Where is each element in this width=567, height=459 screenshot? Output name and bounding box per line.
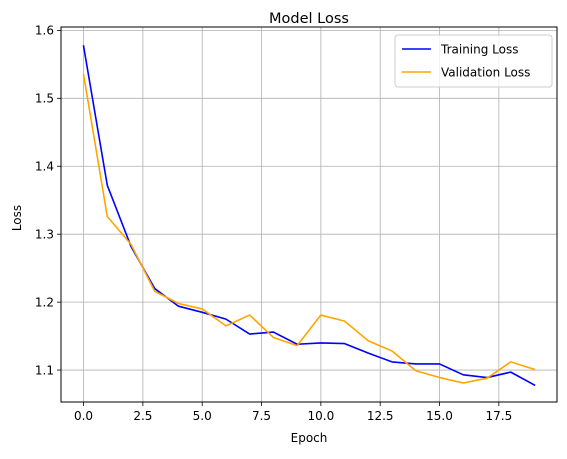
- x-tick-label: 2.5: [133, 409, 152, 423]
- x-tick-label: 10.0: [308, 409, 335, 423]
- chart-title: Model Loss: [269, 11, 349, 27]
- y-tick-label: 1.4: [35, 159, 54, 173]
- x-axis-ticks: 0.0 2.5 5.0 7.5 10.0 12.5 15.0 17.5: [74, 402, 512, 423]
- y-tick-label: 1.3: [35, 227, 54, 241]
- x-tick-label: 7.5: [252, 409, 271, 423]
- y-tick-label: 1.5: [35, 92, 54, 106]
- x-tick-label: 0.0: [74, 409, 93, 423]
- x-tick-label: 12.5: [367, 409, 394, 423]
- legend-label-training-loss: Training Loss: [440, 43, 518, 57]
- y-tick-label: 1.1: [35, 363, 54, 377]
- plot-area-frame: [60, 26, 558, 403]
- y-axis-ticks: 1.1 1.2 1.3 1.4 1.5 1.6: [35, 24, 61, 377]
- x-axis-title: Epoch: [291, 431, 328, 445]
- series-line-validation-loss: [82, 73, 536, 384]
- legend-label-validation-loss: Validation Loss: [441, 66, 530, 80]
- series-line-training-loss: [82, 45, 536, 387]
- x-tick-label: 5.0: [193, 409, 212, 423]
- x-tick-label: 15.0: [426, 409, 453, 423]
- y-tick-label: 1.2: [35, 295, 54, 309]
- y-tick-label: 1.6: [35, 24, 54, 38]
- grid-lines: [61, 27, 557, 402]
- legend-box: [394, 34, 553, 88]
- legend: Training Loss Validation Loss: [394, 34, 553, 88]
- y-axis-title: Loss: [10, 205, 24, 231]
- x-tick-label: 17.5: [485, 409, 512, 423]
- series-lines: [82, 45, 536, 387]
